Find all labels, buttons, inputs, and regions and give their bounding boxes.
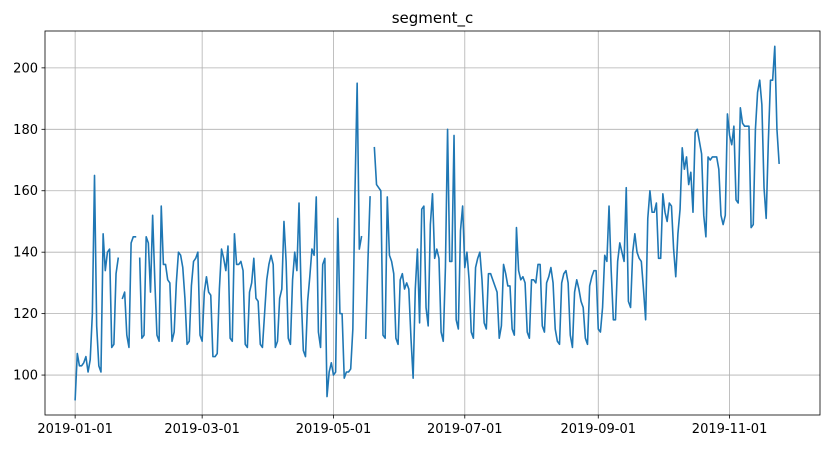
y-tick-label: 140 <box>13 246 38 261</box>
x-axis: 2019-01-01 2019-03-01 2019-05-01 2019-07-01… <box>37 415 767 437</box>
y-tick-label: 120 <box>13 307 38 322</box>
series-layer <box>74 45 780 401</box>
x-tick-label: 2019-01-01 <box>37 422 113 437</box>
series-line <box>74 45 780 401</box>
x-tick-label: 2019-07-01 <box>427 422 503 437</box>
chart-title: segment_c <box>392 9 474 28</box>
y-tick-label: 200 <box>13 61 38 76</box>
x-tick-label: 2019-05-01 <box>296 422 372 437</box>
plot-area <box>45 31 820 415</box>
grid-lines <box>45 31 820 415</box>
y-tick-label: 180 <box>13 123 38 138</box>
x-tick-label: 2019-03-01 <box>164 422 240 437</box>
x-tick-label: 2019-11-01 <box>692 422 768 437</box>
plot-frame <box>44 30 821 416</box>
x-tick-label: 2019-09-01 <box>560 422 636 437</box>
y-axis: 100 120 140 160 180 200 <box>13 61 45 384</box>
y-tick-label: 160 <box>13 184 38 199</box>
y-tick-label: 100 <box>13 369 38 384</box>
